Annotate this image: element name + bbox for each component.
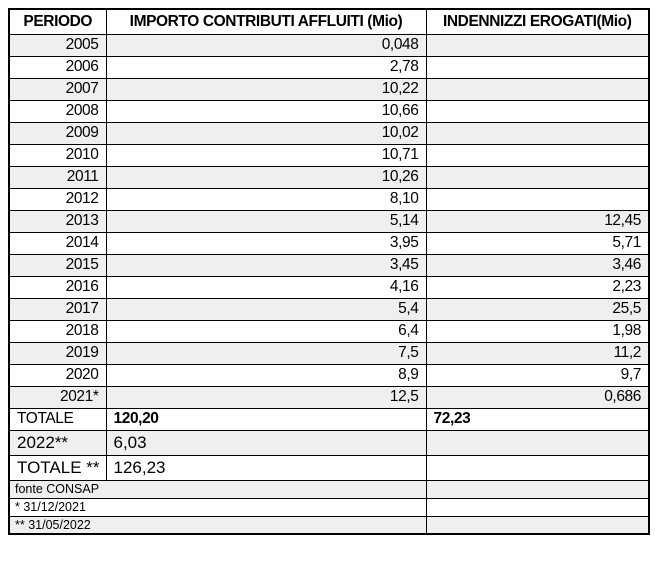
indennizzi-cell: 9,7: [425, 363, 650, 387]
indennizzi-cell: [425, 143, 650, 167]
table-row: 2012 8,10: [8, 187, 650, 211]
table-row: 2018 6,4 1,98: [8, 319, 650, 343]
table-row: TOTALE 120,20 72,23: [8, 407, 650, 431]
table-row: 2015 3,45 3,46: [8, 253, 650, 277]
period-cell: 2006: [8, 55, 107, 79]
contributions-table-container: PERIODO IMPORTO CONTRIBUTI AFFLUITI (Mio…: [8, 8, 650, 535]
contributi-cell: 10,26: [105, 165, 427, 189]
footnote-cell: fonte CONSAP: [8, 479, 427, 499]
period-cell: TOTALE: [8, 407, 107, 431]
contributi-cell: 6,4: [105, 319, 427, 343]
footnote-cell: * 31/12/2021: [8, 497, 427, 517]
table-body: 2005 0,048 2006 2,78 2007 10,22 2008 10,66 2009 1…: [8, 33, 650, 535]
contributi-cell: 126,23: [105, 454, 427, 481]
indennizzi-cell: 11,2: [425, 341, 650, 365]
contributi-cell: 3,95: [105, 231, 427, 255]
contributi-cell: 10,71: [105, 143, 427, 167]
period-cell: 2020: [8, 363, 107, 387]
header-periodo: PERIODO: [8, 8, 107, 35]
table-row: ** 31/05/2022: [8, 515, 650, 535]
contributi-cell: 120,20: [105, 407, 427, 431]
table-row: 2007 10,22: [8, 77, 650, 101]
header-importo-contributi: IMPORTO CONTRIBUTI AFFLUITI (Mio): [105, 8, 427, 35]
period-cell: 2021*: [8, 385, 107, 409]
contributi-cell: 7,5: [105, 341, 427, 365]
period-cell: 2015: [8, 253, 107, 277]
period-cell: 2016: [8, 275, 107, 299]
contributi-cell: 10,66: [105, 99, 427, 123]
indennizzi-cell: 12,45: [425, 209, 650, 233]
contributi-cell: 3,45: [105, 253, 427, 277]
table-row: 2019 7,5 11,2: [8, 341, 650, 365]
period-cell: 2019: [8, 341, 107, 365]
contributi-cell: 6,03: [105, 429, 427, 456]
period-cell: 2007: [8, 77, 107, 101]
table-row: 2017 5,4 25,5: [8, 297, 650, 321]
contributi-cell: 12,5: [105, 385, 427, 409]
indennizzi-cell: [425, 77, 650, 101]
indennizzi-cell: 0,686: [425, 385, 650, 409]
period-cell: 2014: [8, 231, 107, 255]
table-row: 2005 0,048: [8, 33, 650, 57]
table-row: 2009 10,02: [8, 121, 650, 145]
table-row: 2010 10,71: [8, 143, 650, 167]
period-cell: 2017: [8, 297, 107, 321]
period-cell: TOTALE **: [8, 454, 107, 481]
period-cell: 2011: [8, 165, 107, 189]
contributi-cell: 10,22: [105, 77, 427, 101]
table-row: TOTALE ** 126,23: [8, 454, 650, 481]
indennizzi-cell: 5,71: [425, 231, 650, 255]
indennizzi-cell: [425, 454, 650, 481]
contributi-cell: 10,02: [105, 121, 427, 145]
header-indennizzi-erogati: INDENNIZZI EROGATI(Mio): [425, 8, 650, 35]
table-row: 2022** 6,03: [8, 429, 650, 456]
table-row: 2020 8,9 9,7: [8, 363, 650, 387]
table-row: 2013 5,14 12,45: [8, 209, 650, 233]
table-row: 2014 3,95 5,71: [8, 231, 650, 255]
indennizzi-cell: 1,98: [425, 319, 650, 343]
indennizzi-cell: 72,23: [425, 407, 650, 431]
footnote-cell: ** 31/05/2022: [8, 515, 427, 535]
empty-cell: [425, 497, 650, 517]
indennizzi-cell: 25,5: [425, 297, 650, 321]
indennizzi-cell: [425, 121, 650, 145]
contributi-cell: 5,4: [105, 297, 427, 321]
period-cell: 2005: [8, 33, 107, 57]
period-cell: 2009: [8, 121, 107, 145]
contributi-cell: 2,78: [105, 55, 427, 79]
empty-cell: [425, 515, 650, 535]
table-header: PERIODO IMPORTO CONTRIBUTI AFFLUITI (Mio…: [8, 8, 650, 35]
period-cell: 2013: [8, 209, 107, 233]
period-cell: 2008: [8, 99, 107, 123]
indennizzi-cell: [425, 55, 650, 79]
indennizzi-cell: [425, 99, 650, 123]
header-row: PERIODO IMPORTO CONTRIBUTI AFFLUITI (Mio…: [8, 8, 650, 35]
contributi-cell: 0,048: [105, 33, 427, 57]
indennizzi-cell: [425, 187, 650, 211]
empty-cell: [425, 479, 650, 499]
contributi-cell: 5,14: [105, 209, 427, 233]
table-row: 2008 10,66: [8, 99, 650, 123]
period-cell: 2010: [8, 143, 107, 167]
indennizzi-cell: 3,46: [425, 253, 650, 277]
contributi-cell: 4,16: [105, 275, 427, 299]
indennizzi-cell: [425, 165, 650, 189]
indennizzi-cell: [425, 429, 650, 456]
table-row: fonte CONSAP: [8, 479, 650, 499]
contributi-cell: 8,9: [105, 363, 427, 387]
table-row: 2016 4,16 2,23: [8, 275, 650, 299]
table-row: 2006 2,78: [8, 55, 650, 79]
indennizzi-cell: 2,23: [425, 275, 650, 299]
contributions-indemnities-table: PERIODO IMPORTO CONTRIBUTI AFFLUITI (Mio…: [8, 8, 650, 535]
indennizzi-cell: [425, 33, 650, 57]
table-row: 2011 10,26: [8, 165, 650, 189]
period-cell: 2018: [8, 319, 107, 343]
table-row: * 31/12/2021: [8, 497, 650, 517]
period-cell: 2022**: [8, 429, 107, 456]
table-row: 2021* 12,5 0,686: [8, 385, 650, 409]
period-cell: 2012: [8, 187, 107, 211]
contributi-cell: 8,10: [105, 187, 427, 211]
